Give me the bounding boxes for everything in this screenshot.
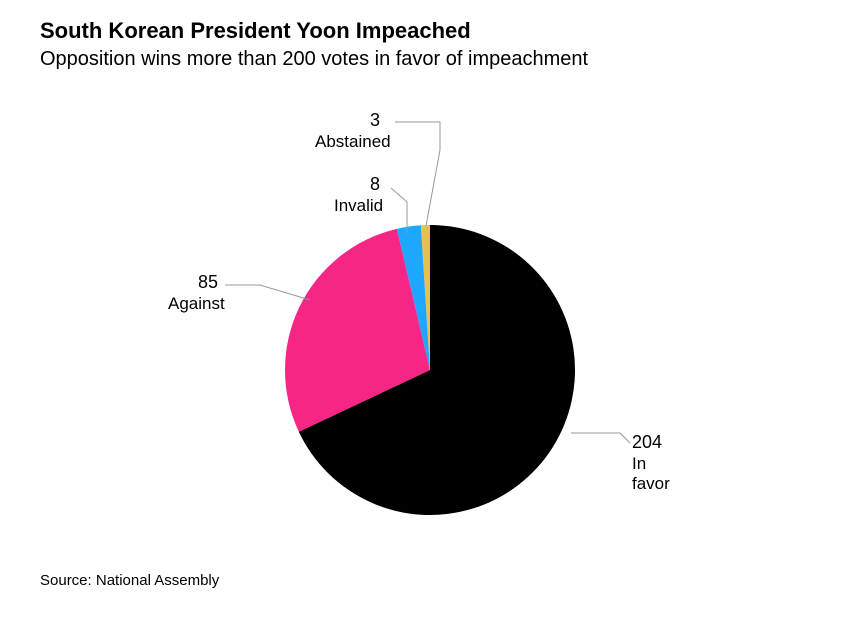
callout-label-against: Against <box>168 294 225 314</box>
leader-line <box>395 122 440 226</box>
pie-svg <box>0 0 848 617</box>
callout-value-in-favor: 204 <box>632 432 662 454</box>
callout-label-invalid: Invalid <box>334 196 383 216</box>
leader-line <box>391 188 407 233</box>
leader-line <box>571 433 630 443</box>
pie-chart: 204 In favor 85 Against 8 Invalid 3 Abst… <box>0 0 848 617</box>
callout-value-against: 85 <box>198 272 218 294</box>
callout-value-abstained: 3 <box>370 110 380 132</box>
callout-label-in-favor: In favor <box>632 454 670 495</box>
leader-line <box>225 285 310 300</box>
callout-value-invalid: 8 <box>370 174 380 196</box>
callout-label-abstained: Abstained <box>315 132 391 152</box>
